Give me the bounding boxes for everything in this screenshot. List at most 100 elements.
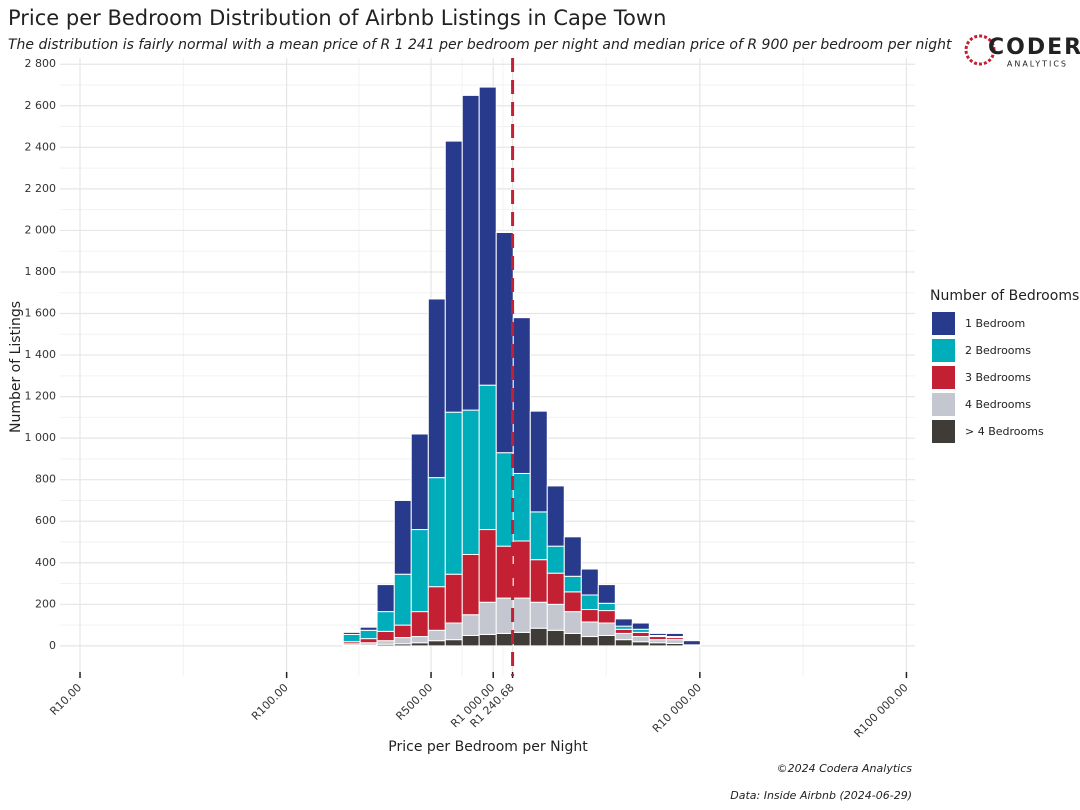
bar-segment — [461, 409, 480, 555]
bar-segment — [427, 640, 446, 647]
bar-segment — [478, 601, 497, 635]
bar-segment — [444, 622, 463, 641]
bar-segment — [495, 452, 514, 547]
y-tick-label: 0 — [49, 639, 56, 652]
bar-segment — [427, 586, 446, 631]
legend-swatch — [932, 366, 955, 389]
bar-segment — [529, 410, 548, 513]
bar-segment — [631, 641, 650, 647]
bar-segment — [478, 633, 497, 647]
bar-segment — [495, 597, 514, 634]
bar-segment — [410, 611, 429, 638]
bar-segment — [580, 609, 599, 623]
bar-segment — [580, 568, 599, 596]
bar-segment — [546, 603, 565, 631]
bar-segment — [393, 624, 412, 639]
bar-segment — [512, 631, 531, 647]
legend-label: 2 Bedrooms — [965, 344, 1031, 357]
bar-segment — [546, 485, 565, 547]
bar-segment — [376, 584, 395, 613]
bar-segment — [563, 575, 582, 593]
legend-swatch — [932, 312, 955, 335]
bar-segment — [665, 632, 684, 638]
bar-segment — [359, 626, 378, 631]
bar-segment — [427, 477, 446, 588]
bar-segment — [478, 86, 497, 386]
bar-segment — [682, 640, 701, 646]
y-tick-label: 1 800 — [25, 265, 57, 278]
bar-segment — [478, 384, 497, 531]
bar-segment — [410, 529, 429, 613]
y-tick-label: 2 200 — [25, 182, 57, 195]
y-tick-label: 2 600 — [25, 99, 57, 112]
y-tick-label: 2 000 — [25, 223, 57, 236]
y-tick-label: 1 000 — [25, 431, 57, 444]
bar-segment — [614, 618, 633, 627]
bar-segment — [546, 572, 565, 605]
bar-segment — [427, 629, 446, 642]
chart-subtitle: The distribution is fairly normal with a… — [8, 37, 952, 53]
bar-segment — [393, 573, 412, 626]
bar-segment — [393, 637, 412, 645]
bar-segment — [444, 639, 463, 647]
bar-segment — [512, 540, 531, 599]
bar-segment — [563, 591, 582, 613]
bar-segment — [529, 627, 548, 647]
legend-label: > 4 Bedrooms — [965, 425, 1044, 438]
bar-segment — [342, 633, 361, 643]
x-axis-title: Price per Bedroom per Night — [388, 739, 588, 755]
y-tick-label: 1 400 — [25, 348, 57, 361]
x-tick-label: R100 000.00 — [852, 681, 911, 740]
bar-segment — [597, 622, 616, 636]
bar-segment — [376, 640, 395, 645]
legend-label: 4 Bedrooms — [965, 398, 1031, 411]
bar-segment — [461, 553, 480, 616]
bar-segment — [495, 632, 514, 647]
bar-segment — [444, 140, 463, 413]
logo-tagline: ANALYTICS — [1007, 60, 1068, 69]
x-tick-label: R10 000.00 — [650, 681, 704, 735]
y-tick-label: 2 800 — [25, 57, 57, 70]
bar-segment — [512, 472, 531, 542]
y-tick-label: 800 — [35, 473, 56, 486]
legend-title: Number of Bedrooms — [930, 288, 1079, 304]
legend-swatch — [932, 420, 955, 443]
x-tick-label: R100.00 — [249, 681, 291, 723]
bar-segment — [597, 634, 616, 647]
x-tick-label: R10.00 — [47, 681, 84, 718]
bar-segment — [665, 639, 684, 644]
bar-segment — [359, 629, 378, 640]
logo-mark — [964, 34, 996, 66]
bar-segment — [444, 411, 463, 575]
bar-segment — [631, 636, 650, 643]
bar-segment — [597, 610, 616, 624]
bar-segment — [495, 231, 514, 454]
y-tick-label: 1 200 — [25, 390, 57, 403]
y-tick-label: 400 — [35, 556, 56, 569]
bar-segment — [614, 628, 633, 634]
bar-segment — [648, 632, 667, 636]
bar-segment — [580, 636, 599, 647]
bar-segment — [563, 536, 582, 577]
bar-segment — [614, 639, 633, 647]
bar-segment — [563, 632, 582, 647]
bar-segment — [461, 614, 480, 636]
bar-segment — [461, 634, 480, 647]
chart-title: Price per Bedroom Distribution of Airbnb… — [8, 6, 666, 30]
legend-swatch — [932, 339, 955, 362]
bar-segment — [580, 621, 599, 638]
bar-segment — [546, 545, 565, 574]
bar-segment — [597, 602, 616, 612]
y-axis-title: Number of Listings — [8, 301, 24, 433]
caption: Data: Inside Airbnb (2024-06-29) — [730, 789, 912, 802]
bar-segment — [580, 594, 599, 611]
bar-segment — [444, 573, 463, 624]
bar-segment — [631, 622, 650, 630]
bar-segment — [597, 584, 616, 604]
bar-segment — [614, 632, 633, 641]
bar-segment — [563, 611, 582, 634]
bar-segment — [410, 636, 429, 644]
